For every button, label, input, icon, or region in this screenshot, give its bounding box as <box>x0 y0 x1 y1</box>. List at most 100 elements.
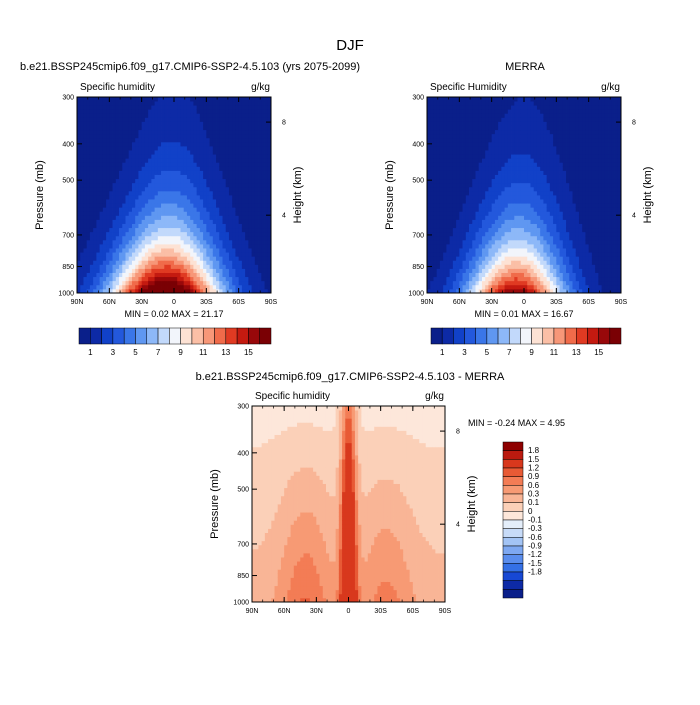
contour-cell <box>174 154 178 158</box>
contour-cell <box>550 240 554 244</box>
contour-cell <box>518 146 522 150</box>
contour-cell <box>161 150 165 154</box>
contour-cell <box>216 220 220 224</box>
contour-cell <box>174 199 178 203</box>
contour-cell <box>138 109 142 113</box>
contour-cell <box>132 154 136 158</box>
contour-cell <box>553 264 557 268</box>
contour-cell <box>142 232 146 236</box>
contour-cell <box>463 146 467 150</box>
contour-cell <box>177 273 181 277</box>
contour-cell <box>550 109 554 113</box>
contour-cell <box>501 277 505 281</box>
contour-cell <box>501 158 505 162</box>
contour-cell <box>119 195 123 199</box>
contour-cell <box>437 191 441 195</box>
contour-cell <box>180 130 184 134</box>
contour-cell <box>534 240 538 244</box>
contour-cell <box>158 130 162 134</box>
contour-cell <box>83 179 87 183</box>
contour-cell <box>229 252 233 256</box>
contour-cell <box>456 171 460 175</box>
contour-cell <box>265 109 269 113</box>
contour-cell <box>148 158 152 162</box>
contour-cell <box>453 269 457 273</box>
contour-cell <box>87 273 91 277</box>
contour-cell <box>459 154 463 158</box>
contour-cell <box>472 179 476 183</box>
contour-cell <box>459 236 463 240</box>
contour-cell <box>456 273 460 277</box>
contour-cell <box>492 211 496 215</box>
contour-cell <box>190 228 194 232</box>
contour-cell <box>245 187 249 191</box>
contour-cell <box>142 142 146 146</box>
colorbar-swatch <box>147 328 158 344</box>
contour-cell <box>252 269 256 273</box>
contour-cell <box>459 232 463 236</box>
contour-cell <box>219 130 223 134</box>
contour-cell <box>248 191 252 195</box>
contour-cell <box>261 224 265 228</box>
contour-cell <box>543 138 547 142</box>
contour-cell <box>197 146 201 150</box>
contour-cell <box>550 130 554 134</box>
contour-cell <box>521 183 525 187</box>
contour-cell <box>142 166 146 170</box>
contour-cell <box>248 244 252 248</box>
contour-cell <box>437 248 441 252</box>
contour-cell <box>142 244 146 248</box>
contour-cell <box>255 260 259 264</box>
contour-cell <box>77 117 81 121</box>
contour-cell <box>219 187 223 191</box>
contour-cell <box>466 285 470 289</box>
contour-cell <box>145 281 149 285</box>
contour-cell <box>261 105 265 109</box>
contour-cell <box>479 252 483 256</box>
contour-cell <box>430 105 434 109</box>
contour-cell <box>226 207 230 211</box>
contour-cell <box>553 240 557 244</box>
contour-cell <box>184 154 188 158</box>
contour-cell <box>459 113 463 117</box>
contour-cell <box>543 150 547 154</box>
contour-cell <box>223 191 227 195</box>
contour-cell <box>142 179 146 183</box>
contour-cell <box>135 109 139 113</box>
contour-cell <box>518 130 522 134</box>
contour-cell <box>261 138 265 142</box>
contour-cell <box>232 162 236 166</box>
contour-cell <box>459 97 463 101</box>
contour-cell <box>437 252 441 256</box>
contour-cell <box>113 117 117 121</box>
contour-cell <box>534 277 538 281</box>
contour-cell <box>180 138 184 142</box>
colorbar-swatch <box>90 328 101 344</box>
contour-cell <box>427 97 431 101</box>
contour-cell <box>265 248 269 252</box>
contour-cell <box>530 179 534 183</box>
contour-cell <box>106 171 110 175</box>
contour-cell <box>492 215 496 219</box>
contour-cell <box>119 285 123 289</box>
contour-cell <box>495 248 499 252</box>
contour-cell <box>87 101 91 105</box>
contour-cell <box>126 220 130 224</box>
contour-cell <box>200 126 204 130</box>
contour-cell <box>534 195 538 199</box>
contour-cell <box>511 264 515 268</box>
contour-cell <box>113 199 117 203</box>
contour-cell <box>83 281 87 285</box>
contour-cell <box>485 264 489 268</box>
contour-cell <box>453 142 457 146</box>
contour-cell <box>213 146 217 150</box>
contour-cell <box>232 224 236 228</box>
contour-cell <box>476 285 480 289</box>
contour-cell <box>492 162 496 166</box>
contour-cell <box>479 236 483 240</box>
contour-cell <box>171 130 175 134</box>
contour-cell <box>193 211 197 215</box>
contour-cell <box>119 236 123 240</box>
contour-cell <box>116 252 120 256</box>
contour-cell <box>219 183 223 187</box>
